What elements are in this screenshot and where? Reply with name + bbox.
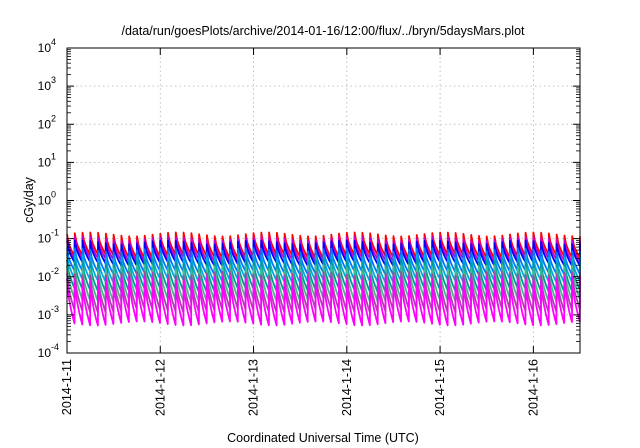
- x-tick-label: 2014-1-15: [433, 359, 447, 416]
- series-layer: [66, 231, 581, 327]
- x-tick-label: 2014-1-16: [526, 359, 540, 416]
- series-line: [66, 271, 581, 314]
- y-tick-label: 10: [38, 79, 52, 93]
- series-line: [66, 247, 581, 276]
- y-tick-exponent: 0: [51, 190, 56, 200]
- chart-title: /data/run/goesPlots/archive/2014-01-16/1…: [121, 24, 525, 38]
- series-line: [66, 239, 581, 267]
- series-line: [66, 275, 581, 327]
- series-line: [66, 235, 581, 263]
- y-tick-label: 10: [38, 117, 52, 131]
- series-line: [66, 253, 581, 284]
- series-line: [66, 258, 581, 293]
- y-tick-label: 10: [38, 270, 52, 284]
- y-tick-exponent: 1: [51, 151, 56, 161]
- x-axis-label: Coordinated Universal Time (UTC): [227, 431, 419, 445]
- y-tick-label: 10: [38, 155, 52, 169]
- y-tick-label: 10: [38, 194, 52, 208]
- plot-frame: [66, 47, 581, 354]
- y-tick-label: 10: [38, 346, 52, 360]
- x-tick-label: 2014-1-14: [340, 359, 354, 416]
- y-tick-exponent: 4: [51, 37, 56, 47]
- series-line: [66, 264, 581, 303]
- x-tick-label: 2014-1-12: [153, 359, 167, 416]
- y-tick-exponent: -3: [51, 304, 59, 314]
- y-tick-label: 10: [38, 41, 52, 55]
- x-tick-label: 2014-1-13: [247, 359, 261, 416]
- y-tick-exponent: -2: [51, 266, 59, 276]
- series-line: [66, 231, 581, 259]
- y-tick-label: 10: [38, 308, 52, 322]
- y-tick-exponent: -4: [51, 342, 59, 352]
- y-tick-exponent: 2: [51, 113, 56, 123]
- y-tick-exponent: 3: [51, 75, 56, 85]
- y-tick-exponent: -1: [51, 228, 59, 238]
- y-tick-label: 10: [38, 232, 52, 246]
- y-axis-label: cGy/day: [22, 176, 36, 223]
- x-tick-label: 2014-1-11: [60, 359, 74, 415]
